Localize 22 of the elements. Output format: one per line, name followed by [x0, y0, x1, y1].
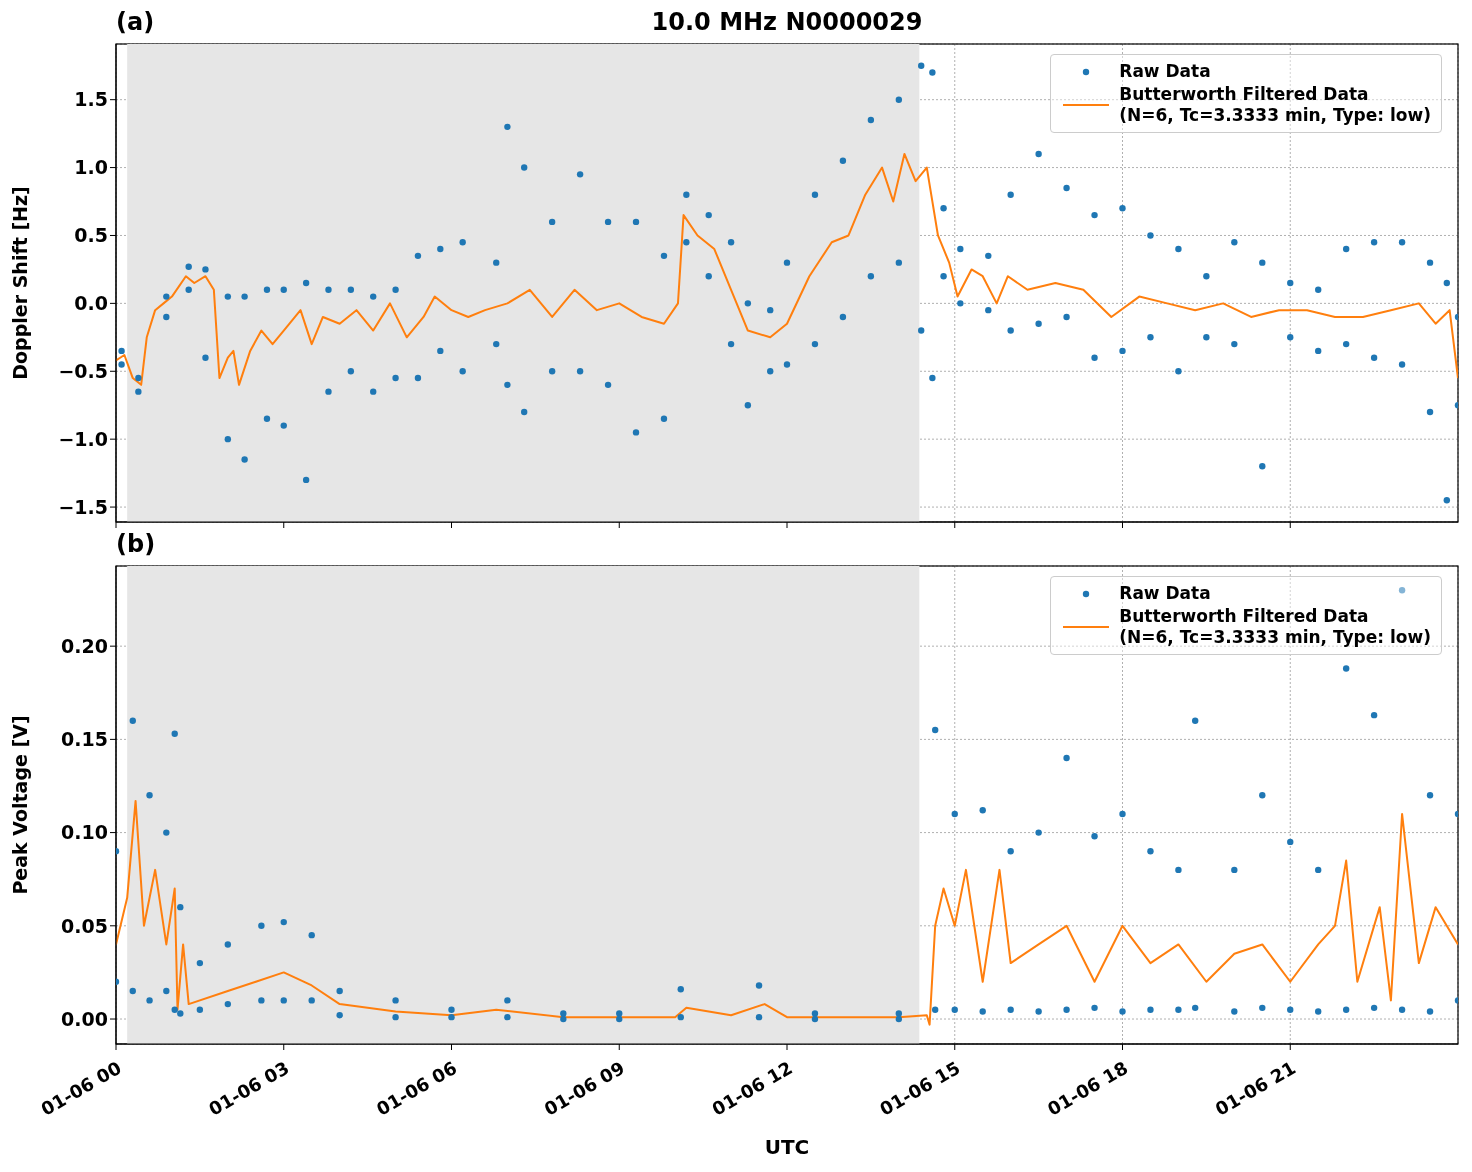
legend-label: Butterworth Filtered Data (N=6, Tc=3.3333 min, Type: low) [1119, 84, 1431, 126]
y-axis-title: Doppler Shift [Hz] [8, 186, 31, 380]
y-tick-label: 0.05 [61, 914, 108, 937]
y-tick-label: 0.20 [61, 634, 108, 657]
legend-label: Raw Data [1119, 583, 1211, 604]
y-tick-label: 1.5 [74, 88, 108, 111]
legend-label: Raw Data [1119, 61, 1211, 82]
text: (a) [116, 8, 155, 36]
y-tick-label: 0.15 [61, 728, 108, 751]
y-tick-label: 1.0 [74, 156, 108, 179]
y-tick-label: 0.10 [61, 821, 108, 844]
y-tick-label: −1.5 [58, 495, 108, 518]
x-axis-title: UTC [764, 1135, 810, 1159]
legend-label: Butterworth Filtered Data (N=6, Tc=3.3333 min, Type: low) [1119, 606, 1431, 648]
chart-title: 10.0 MHz N0000029 [651, 8, 923, 36]
y-tick-label: 0.5 [74, 224, 108, 247]
y-tick-label: 0.00 [61, 1007, 108, 1030]
text: (b) [116, 530, 156, 558]
y-axis-title: Peak Voltage [V] [8, 715, 31, 895]
y-tick-label: −0.5 [58, 360, 108, 383]
y-tick-label: 0.0 [74, 292, 108, 315]
y-tick-label: −1.0 [58, 427, 108, 450]
